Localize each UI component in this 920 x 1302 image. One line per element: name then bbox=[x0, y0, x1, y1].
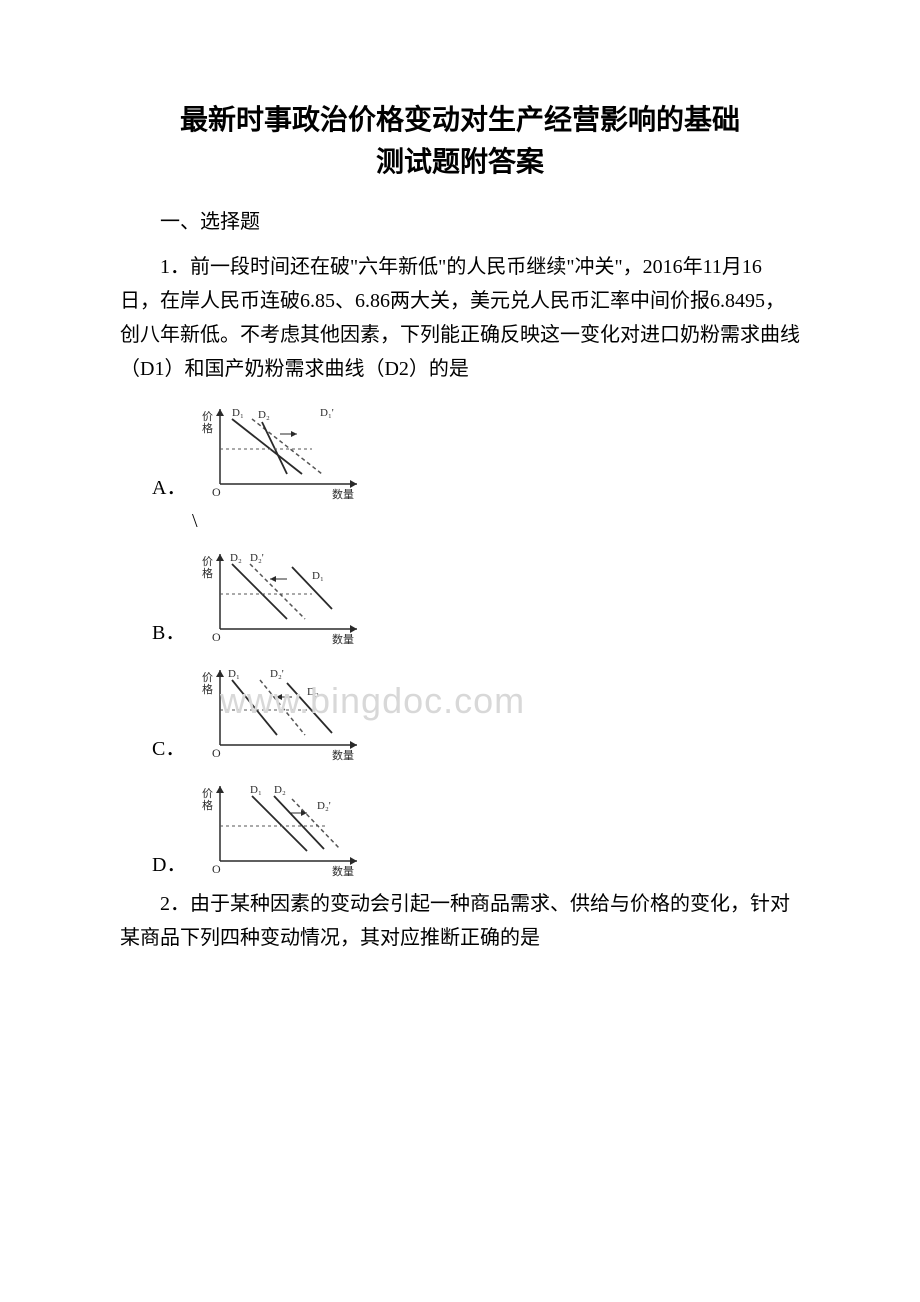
svg-text:D₁: D₁ bbox=[312, 570, 324, 582]
question-1-text: 1．前一段时间还在破"六年新低"的人民币继续"冲关"，2016年11月16日，在… bbox=[120, 250, 800, 386]
option-b-label: B． bbox=[152, 616, 192, 649]
svg-text:价: 价 bbox=[202, 410, 213, 423]
chart-b: 价 格 数量 O D₂ D₂' D₁ bbox=[192, 539, 372, 649]
svg-text:格: 格 bbox=[202, 566, 213, 580]
svg-text:数量: 数量 bbox=[332, 488, 354, 501]
option-d-row: D． 价 格 数量 O D₁ D₂ D₂' bbox=[152, 771, 800, 881]
svg-text:D₂: D₂ bbox=[307, 686, 319, 698]
title-line-1: 最新时事政治价格变动对生产经营影响的基础 bbox=[180, 105, 740, 136]
chart-c: 价 格 数量 O D₁ D₂' D₂ bbox=[192, 655, 372, 765]
svg-text:D₂': D₂' bbox=[250, 552, 264, 564]
svg-text:D₂': D₂' bbox=[270, 668, 284, 680]
section-heading: 一、选择题 bbox=[120, 204, 800, 240]
title-line-2: 测试题附答案 bbox=[376, 147, 544, 178]
svg-text:格: 格 bbox=[202, 798, 213, 812]
svg-text:D₂: D₂ bbox=[230, 552, 242, 564]
option-c-row: C． 价 格 数量 O D₁ D₂' D₂ bbox=[152, 655, 800, 765]
option-a-row: A． 价 格 数量 O D₁ D₁' D₂ bbox=[152, 394, 800, 504]
svg-text:格: 格 bbox=[202, 421, 213, 435]
option-d-label: D． bbox=[152, 848, 192, 881]
svg-text:价: 价 bbox=[202, 671, 213, 684]
chart-d: 价 格 数量 O D₁ D₂ D₂' bbox=[192, 771, 372, 881]
backslash-mark: \ bbox=[192, 510, 800, 533]
option-c-label: C． bbox=[152, 732, 192, 765]
svg-text:价: 价 bbox=[202, 555, 213, 568]
svg-text:数量: 数量 bbox=[332, 633, 354, 646]
svg-text:O: O bbox=[212, 746, 221, 760]
svg-text:O: O bbox=[212, 862, 221, 876]
svg-text:D₁': D₁' bbox=[320, 407, 334, 419]
svg-text:D₂': D₂' bbox=[317, 800, 331, 812]
svg-text:O: O bbox=[212, 485, 221, 499]
svg-text:价: 价 bbox=[202, 787, 213, 800]
svg-text:D₂: D₂ bbox=[274, 784, 286, 796]
svg-text:O: O bbox=[212, 630, 221, 644]
chart-a: 价 格 数量 O D₁ D₁' D₂ bbox=[192, 394, 372, 504]
options-block: A． 价 格 数量 O D₁ D₁' D₂ bbox=[152, 394, 800, 881]
question-2-text: 2．由于某种因素的变动会引起一种商品需求、供给与价格的变化，针对某商品下列四种变… bbox=[120, 887, 800, 955]
svg-text:数量: 数量 bbox=[332, 865, 354, 878]
svg-text:D₁: D₁ bbox=[250, 784, 262, 796]
svg-text:D₁: D₁ bbox=[228, 668, 240, 680]
option-b-row: B． 价 格 数量 O D₂ D₂' D₁ bbox=[152, 539, 800, 649]
page-title: 最新时事政治价格变动对生产经营影响的基础 测试题附答案 bbox=[120, 100, 800, 184]
svg-text:D₂: D₂ bbox=[258, 409, 270, 421]
svg-text:数量: 数量 bbox=[332, 749, 354, 762]
svg-text:格: 格 bbox=[202, 682, 213, 696]
option-a-label: A． bbox=[152, 471, 192, 504]
svg-text:D₁: D₁ bbox=[232, 407, 244, 419]
